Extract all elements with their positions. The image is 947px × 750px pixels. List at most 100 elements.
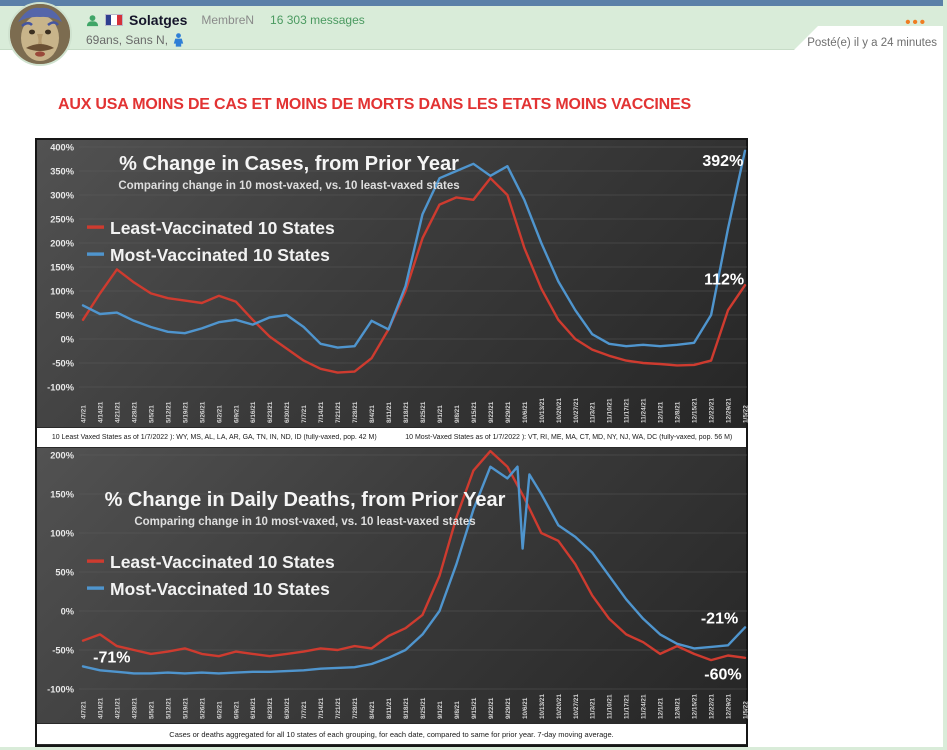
legend-swatch — [87, 586, 104, 590]
x-axis-tick-label: 9/15/21 — [471, 401, 478, 423]
x-axis-tick-label: 8/11/21 — [386, 402, 393, 423]
x-axis-tick-label: 12/22/21 — [709, 398, 716, 423]
x-axis-tick-label: 5/19/21 — [182, 697, 189, 719]
x-axis-tick-label: 11/24/21 — [641, 398, 648, 423]
x-axis-tick-label: 1/5/22 — [743, 405, 750, 423]
series-line-least-vaccinated-10-states — [81, 449, 747, 662]
chart-subtitle: Comparing change in 10 most-vaxed, vs. 1… — [118, 180, 459, 192]
x-axis-tick-label: 8/25/21 — [420, 697, 427, 719]
data-label-annotation: -21% — [701, 610, 738, 627]
x-axis-tick-label: 10/13/21 — [539, 398, 546, 423]
x-axis-tick-label: 4/14/21 — [97, 697, 104, 719]
chart-svg: 200% 150% 100% 50% 0% -50% -100% 4/7/21 4/14/21 4… — [47, 449, 750, 719]
x-axis-tick-label: 11/3/21 — [590, 698, 597, 719]
y-axis-tick-label: -50% — [52, 358, 74, 368]
x-axis-tick-label: 6/23/21 — [267, 401, 274, 423]
data-label-annotation: -60% — [704, 667, 741, 684]
y-axis-tick-label: 300% — [50, 190, 75, 200]
legend-label: Least-Vaccinated 10 States — [110, 218, 335, 238]
x-axis-tick-label: 10/20/21 — [556, 398, 563, 423]
x-axis-tick-label: 1/5/22 — [743, 701, 750, 719]
x-axis-tick-label: 10/13/21 — [539, 694, 546, 719]
x-axis-tick-label: 12/8/21 — [675, 697, 682, 719]
x-axis-tick-label: 6/9/21 — [233, 701, 240, 719]
x-axis-tick-label: 11/17/21 — [624, 398, 631, 423]
x-axis-tick-label: 10/27/21 — [573, 398, 580, 423]
chart-svg: 400% 350% 300% 250% 200% 150% 100% 50% 0% -50% -10… — [47, 142, 750, 423]
x-axis-tick-label: 11/24/21 — [641, 694, 648, 719]
x-axis-tick-label: 4/28/21 — [131, 401, 138, 423]
x-axis-tick-label: 8/18/21 — [403, 401, 410, 423]
male-gender-icon — [173, 33, 184, 47]
y-axis-tick-label: 100% — [50, 286, 75, 296]
y-axis-tick-label: 100% — [50, 528, 75, 538]
x-axis-tick-label: 7/14/21 — [318, 697, 325, 719]
x-axis-tick-label: 9/15/21 — [471, 697, 478, 719]
x-axis-tick-label: 7/21/21 — [335, 401, 342, 423]
x-axis-tick-label: 6/30/21 — [284, 697, 291, 719]
y-axis-tick-label: 50% — [55, 310, 74, 320]
x-axis-tick-label: 9/8/21 — [454, 701, 461, 719]
avatar[interactable] — [8, 2, 72, 66]
y-axis-tick-label: 150% — [50, 262, 75, 272]
chart-image[interactable]: 400% 350% 300% 250% 200% 150% 100% 50% 0% -50% -10… — [35, 138, 750, 747]
y-axis-tick-label: 200% — [50, 450, 75, 460]
x-axis-tick-label: 6/16/21 — [250, 697, 257, 719]
messages-count: 16 303 messages — [270, 13, 365, 27]
x-axis-tick-label: 9/22/21 — [488, 401, 495, 423]
y-axis-tick-label: 400% — [50, 142, 75, 152]
footnote-least-vaxed-states: 10 Least Vaxed States as of 1/7/2022 ): … — [51, 434, 377, 441]
data-label-annotation: 112% — [704, 271, 744, 288]
y-axis-tick-label: -100% — [47, 684, 75, 694]
x-axis-tick-label: 6/2/21 — [216, 405, 223, 423]
post-options-button[interactable]: ••• — [905, 14, 927, 31]
x-axis-tick-label: 7/14/21 — [318, 401, 325, 423]
x-axis-tick-label: 12/22/21 — [709, 694, 716, 719]
y-axis-tick-label: -50% — [52, 645, 74, 655]
x-axis-tick-label: 6/2/21 — [216, 701, 223, 719]
x-axis-tick-label: 11/10/21 — [607, 694, 614, 719]
y-axis-tick-label: 200% — [50, 238, 75, 248]
y-axis-tick-label: 0% — [61, 334, 75, 344]
post-title: AUX USA MOINS DE CAS ET MOINS DE MORTS D… — [58, 96, 691, 113]
x-axis-tick-label: 7/28/21 — [352, 401, 359, 423]
online-user-icon — [86, 14, 99, 26]
series-line-least-vaccinated-10-states — [81, 177, 747, 374]
x-axis-tick-label: 4/28/21 — [131, 697, 138, 719]
x-axis-tick-label: 9/29/21 — [505, 401, 512, 423]
x-axis-tick-label: 11/17/21 — [624, 694, 631, 719]
series-line-most-vaccinated-10-states — [81, 465, 747, 675]
x-axis-tick-label: 7/7/21 — [301, 405, 308, 423]
y-axis-tick-label: 50% — [55, 567, 74, 577]
x-axis-tick-label: 6/30/21 — [284, 401, 291, 423]
footnote-method: Cases or deaths aggregated for all 10 st… — [169, 729, 614, 739]
chart-deaths: 200% 150% 100% 50% 0% -50% -100% 4/7/21 4/14/21 4… — [37, 448, 750, 723]
x-axis-tick-label: 6/9/21 — [233, 405, 240, 423]
y-axis-tick-label: 150% — [50, 489, 75, 499]
series-line-most-vaccinated-10-states — [81, 149, 747, 349]
legend-swatch — [87, 225, 104, 229]
legend-swatch — [87, 252, 104, 256]
x-axis-tick-label: 7/21/21 — [335, 697, 342, 719]
data-label-annotation: 392% — [702, 153, 743, 170]
avatar-image — [10, 4, 70, 64]
footnote-most-vaxed-states: 10 Most-Vaxed States as of 1/7/2022 ): V… — [405, 434, 733, 441]
x-axis-tick-label: 10/27/21 — [573, 694, 580, 719]
x-axis-tick-label: 8/4/21 — [369, 701, 376, 719]
x-axis-tick-label: 10/6/21 — [522, 697, 529, 719]
chart-subtitle: Comparing change in 10 most-vaxed, vs. 1… — [134, 516, 475, 528]
chart-title: % Change in Daily Deaths, from Prior Yea… — [105, 489, 506, 511]
chart-title: % Change in Cases, from Prior Year — [119, 153, 459, 175]
x-axis-tick-label: 10/20/21 — [556, 694, 563, 719]
x-axis-tick-label: 8/18/21 — [403, 697, 410, 719]
chart-method-note: Cases or deaths aggregated for all 10 st… — [37, 723, 746, 745]
username-link[interactable]: Solatges — [129, 12, 188, 28]
x-axis-tick-label: 12/15/21 — [692, 694, 699, 719]
y-axis-tick-label: 0% — [61, 606, 75, 616]
x-axis-tick-label: 5/5/21 — [148, 701, 155, 719]
x-axis-tick-label: 5/12/21 — [165, 401, 172, 423]
x-axis-tick-label: 6/16/21 — [250, 401, 257, 423]
legend-label: Most-Vaccinated 10 States — [110, 579, 330, 599]
x-axis-tick-label: 5/12/21 — [165, 697, 172, 719]
data-label-annotation: -71% — [93, 649, 130, 666]
